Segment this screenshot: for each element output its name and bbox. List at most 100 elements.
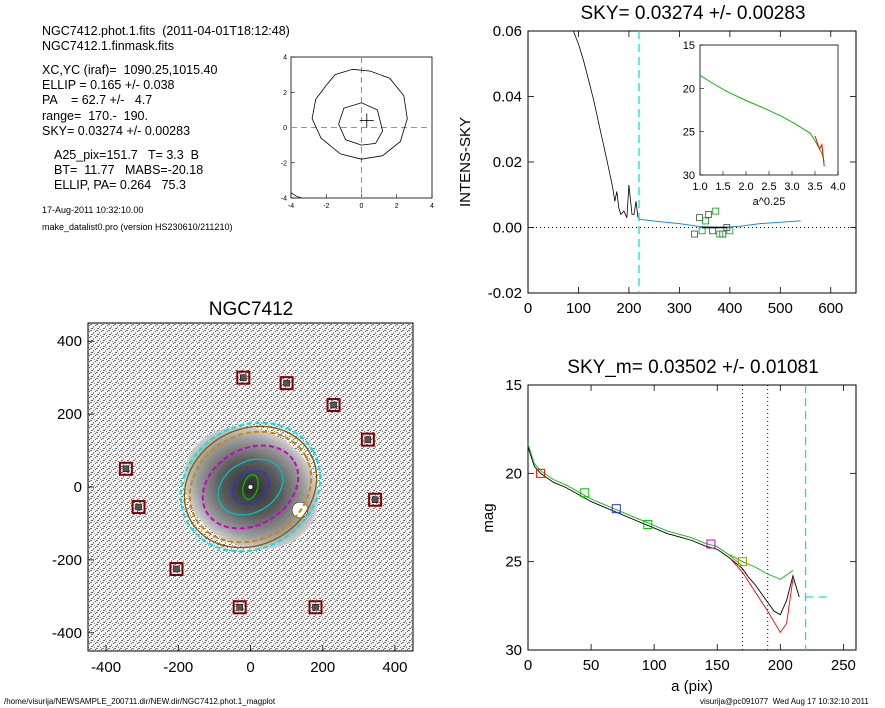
contour-ytick-label: 2 (283, 90, 287, 97)
a25-readout: A25_pix=151.7 T= 3.3 B (54, 148, 200, 162)
galaxy-center-dot (248, 485, 253, 489)
sky-box-marker (702, 217, 710, 225)
mag-ytick-label: 25 (505, 554, 522, 571)
sky-box-core (236, 604, 243, 611)
sky-plot-title: SKY= 0.03274 +/- 0.00283 (580, 3, 805, 24)
contour-xtick-label: 4 (430, 203, 434, 210)
ellip-readout: ELLIP = 0.165 +/- 0.038 (42, 78, 175, 92)
mag-box-marker (611, 504, 621, 514)
inset-xtick-label: 4.0 (830, 181, 845, 193)
sky-box (236, 370, 251, 385)
sky-ytick-label: 0.02 (493, 154, 522, 171)
sky-ytick-label: 0.00 (493, 220, 522, 237)
galaxy-ytick-label: -200 (52, 552, 82, 569)
sky-box (360, 432, 375, 447)
mag-plot-title: SKY_m= 0.03502 +/- 0.01081 (567, 357, 818, 378)
sky-box-core (173, 565, 180, 573)
sky-xtick-label: 300 (667, 300, 692, 317)
sky-box-core (283, 379, 290, 387)
sky-plot-ylabel: INTENS-SKY (457, 117, 474, 207)
sky-box-core (135, 503, 142, 511)
galaxy-title: NGC7412 (209, 299, 294, 320)
date-readout: 17-Aug-2011 10:32:10.00 (42, 205, 144, 215)
mag-plot-frame (527, 384, 857, 651)
contour-line (290, 192, 302, 199)
sky-xtick-label: 400 (717, 300, 742, 317)
sky-box-core (122, 465, 130, 473)
mag-profile-red (729, 557, 794, 634)
inset-ytick-label: 30 (683, 170, 695, 182)
inset-xtick-label: 3.0 (784, 181, 799, 193)
sky-xtick-label: 600 (818, 300, 843, 317)
inset-xtick-label: 1.0 (692, 181, 707, 193)
header-line1: NGC7412.phot.1.fits (2011-04-01T18:12:48… (42, 24, 290, 38)
mag-plot-ylabel: mag (480, 503, 497, 532)
galaxy-ytick-label: 0 (74, 479, 82, 496)
sky-box-core (364, 436, 372, 443)
sky-box (118, 461, 133, 476)
inset-ytick-label: 20 (683, 83, 695, 95)
mag-xtick-label: 250 (831, 657, 856, 674)
mag-xtick-label: 0 (524, 657, 532, 674)
inset-xtick-label: 1.5 (715, 181, 730, 193)
sky-xtick-label: 200 (616, 300, 641, 317)
galaxy-ytick-label: 200 (57, 406, 82, 423)
mag-box-marker (706, 539, 716, 549)
inset-xtick-label: 2.5 (761, 181, 776, 193)
sky-box-core (371, 496, 379, 504)
sky-ytick-label: 0.06 (493, 23, 522, 40)
inset-xtick-label: 2.0 (738, 181, 753, 193)
contour-xtick-label: 0 (360, 203, 364, 210)
ellip-pa-readout: ELLIP, PA= 0.264 75.3 (54, 178, 186, 192)
mag-ytick-label: 20 (505, 465, 522, 482)
inset-ytick-label: 15 (683, 40, 695, 52)
sky-box-marker (705, 210, 713, 218)
sky-readout: SKY= 0.03274 +/- 0.00283 (42, 124, 191, 138)
sky-box-marker (716, 230, 724, 238)
isophote-ellipse (231, 469, 270, 505)
sky-box-marker (709, 227, 717, 235)
contour-xtick-label: -2 (323, 203, 329, 210)
contour-ytick-label: -4 (281, 196, 287, 203)
mag-plot-xlabel: a (pix) (671, 678, 713, 695)
mag-box-marker (580, 488, 590, 498)
contour-xtick-label: 2 (395, 203, 399, 210)
sky-ytick-label: 0.04 (493, 89, 522, 106)
sky-box-marker (696, 214, 703, 222)
sky-inset-plot: a^0.25 1.0 1.5 2.0 2.5 3.0 3.5 4.0 15 20 25 30 (683, 40, 846, 208)
mag-xtick-label: 50 (583, 657, 600, 674)
program-readout: make_datalist0.pro (version HS230610/211… (42, 222, 233, 232)
mag-box-marker (737, 557, 747, 567)
inset-ytick-label: 25 (683, 127, 695, 139)
galaxy-xtick-label: 400 (382, 659, 407, 676)
bt-readout: BT= 11.77 MABS=-20.18 (54, 163, 204, 177)
inset-xtick-label: 3.5 (807, 181, 822, 193)
sky-xtick-label: 0 (524, 300, 532, 317)
sky-box (131, 500, 146, 515)
galaxy-xtick-label: 200 (310, 659, 335, 676)
mag-xtick-label: 100 (642, 657, 667, 674)
sky-ytick-label: -0.02 (488, 285, 522, 302)
sky-box (279, 376, 294, 391)
sky-box-marker (698, 227, 706, 235)
contour-line (338, 102, 384, 146)
contour-ytick-label: -2 (281, 160, 287, 167)
mag-ytick-label: 15 (505, 377, 522, 394)
galaxy-xtick-label: -400 (91, 659, 121, 676)
sky-box-marker (712, 207, 720, 215)
contour-xtick-label: -4 (288, 203, 294, 210)
sky-box-core (330, 401, 337, 409)
isophote-ellipse (188, 430, 313, 544)
xcyc-readout: XC,YC (iraf)= 1090.25,1015.40 (42, 63, 218, 77)
inset-red-line (814, 135, 825, 167)
galaxy-image-plot: NGC7412 -400 -200 0 200 400 -400 -200 0 200 400 (52, 299, 414, 676)
isophote-ellipse (217, 458, 284, 516)
isophote-ellipse (183, 425, 318, 549)
sky-box-core (312, 604, 319, 611)
mag-profile-green (729, 554, 794, 580)
sky-box-core (240, 374, 247, 381)
contour-ytick-label: 4 (283, 55, 287, 62)
isophote-ellipse (179, 421, 322, 553)
mag-box-marker (536, 468, 546, 478)
